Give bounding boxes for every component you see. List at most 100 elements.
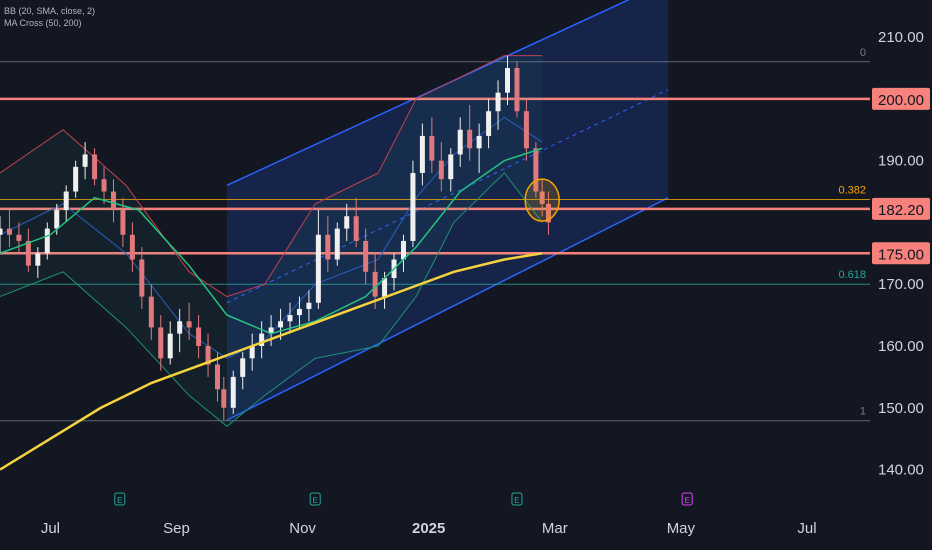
earnings-marker-0[interactable]	[114, 492, 126, 506]
candle-24[interactable]	[221, 389, 227, 408]
candle-12[interactable]	[110, 191, 116, 211]
fib-label-0: 0	[860, 47, 866, 59]
candle-23[interactable]	[215, 364, 220, 390]
candle-30[interactable]	[278, 321, 284, 328]
level-tag-1[interactable]	[872, 197, 930, 220]
time-axis: Jul Sep Nov 2025 Mar May Jul	[41, 520, 817, 537]
candle-18[interactable]	[167, 333, 173, 359]
candle-19[interactable]	[177, 321, 183, 334]
earnings-label-0: E	[117, 496, 122, 505]
earnings-marker-3[interactable]	[681, 492, 693, 506]
candle-38[interactable]	[353, 216, 359, 241]
candle-8[interactable]	[73, 166, 79, 192]
candle-39[interactable]	[363, 240, 369, 272]
fib-label-1: 0.382	[838, 185, 866, 197]
candle-56[interactable]	[523, 111, 529, 149]
candle-46[interactable]	[429, 135, 435, 161]
candle-15[interactable]	[139, 259, 145, 297]
earnings-label-1: E	[313, 496, 318, 505]
candle-32[interactable]	[296, 308, 302, 316]
candle-1[interactable]	[6, 228, 12, 235]
price-tick-5: 140.00	[878, 462, 924, 479]
moving-averages	[0, 147, 543, 471]
candle-17[interactable]	[158, 327, 164, 359]
candle-34[interactable]	[315, 234, 321, 303]
candle-33[interactable]	[306, 302, 312, 309]
channel-lower-line[interactable]	[226, 197, 669, 421]
candle-58[interactable]	[539, 191, 545, 204]
candle-21[interactable]	[196, 327, 202, 346]
candle-59[interactable]	[545, 203, 551, 223]
price-tick-2: 170.00	[878, 276, 924, 293]
candle-28[interactable]	[259, 333, 265, 346]
level-tag-label-1: 182.20	[878, 202, 924, 219]
candle-0[interactable]	[0, 228, 3, 235]
price-tick-4: 150.00	[878, 400, 924, 417]
time-tick-4: Mar	[542, 520, 568, 537]
candle-53[interactable]	[495, 92, 501, 112]
candle-51[interactable]	[476, 135, 482, 149]
candle-7[interactable]	[63, 191, 69, 211]
candle-14[interactable]	[129, 234, 135, 260]
bb-upper-line[interactable]	[0, 55, 543, 298]
time-tick-5: May	[667, 520, 696, 537]
price-tick-3: 160.00	[878, 338, 924, 355]
candle-44[interactable]	[410, 172, 416, 241]
candle-35[interactable]	[325, 234, 331, 260]
level-tag-0[interactable]	[872, 87, 930, 110]
fib-label-2: 0.618	[838, 269, 866, 281]
earnings-marker-1[interactable]	[309, 492, 321, 506]
candle-47[interactable]	[438, 160, 444, 180]
level-tag-label-0: 200.00	[878, 92, 924, 109]
candle-16[interactable]	[148, 296, 154, 328]
candle-20[interactable]	[186, 321, 192, 328]
level-tag-label-2: 175.00	[878, 246, 924, 263]
candle-49[interactable]	[457, 129, 463, 155]
candle-10[interactable]	[92, 154, 98, 180]
candle-52[interactable]	[486, 111, 492, 136]
price-tick-1: 190.00	[878, 153, 924, 170]
candle-45[interactable]	[419, 135, 425, 173]
legend-bb[interactable]: BB (20, SMA, close, 2)	[4, 6, 96, 16]
candle-5[interactable]	[44, 228, 50, 254]
candle-11[interactable]	[101, 179, 107, 192]
earnings-marker-2[interactable]	[511, 492, 523, 506]
candle-9[interactable]	[82, 154, 88, 167]
candle-2[interactable]	[16, 234, 22, 241]
ma200-line[interactable]	[0, 252, 543, 471]
candle-36[interactable]	[334, 228, 340, 260]
candle-25[interactable]	[230, 376, 236, 408]
candle-41[interactable]	[382, 278, 388, 297]
candle-26[interactable]	[240, 358, 246, 377]
level-tag-2[interactable]	[872, 242, 930, 265]
earnings-label-3: E	[685, 496, 690, 505]
candle-37[interactable]	[344, 216, 350, 229]
indicator-legend: BB (20, SMA, close, 2) MA Cross (50, 200…	[4, 5, 95, 29]
ma50-line[interactable]	[0, 147, 543, 335]
channel-mid-line	[226, 89, 669, 304]
legend-ma-cross[interactable]: MA Cross (50, 200)	[4, 18, 82, 28]
candle-6[interactable]	[54, 210, 60, 229]
candle-22[interactable]	[205, 345, 211, 365]
bb-lower-line[interactable]	[0, 172, 543, 427]
candle-50[interactable]	[467, 129, 473, 149]
candle-55[interactable]	[514, 67, 520, 112]
candle-13[interactable]	[120, 210, 126, 235]
time-tick-6: Jul	[797, 520, 816, 537]
candle-27[interactable]	[249, 345, 255, 359]
candle-54[interactable]	[505, 67, 510, 93]
candle-57[interactable]	[533, 148, 539, 192]
candle-48[interactable]	[448, 154, 454, 180]
candle-43[interactable]	[400, 240, 406, 260]
time-tick-3: 2025	[412, 520, 445, 537]
candle-31[interactable]	[287, 315, 293, 322]
candle-29[interactable]	[268, 327, 274, 334]
highlight-circle[interactable]	[524, 178, 560, 222]
horizontal-levels: 0 0.382 0.618 1	[0, 47, 870, 422]
bb-fill	[0, 55, 543, 427]
candle-4[interactable]	[35, 253, 41, 266]
candle-3[interactable]	[25, 240, 31, 266]
candle-40[interactable]	[372, 271, 378, 297]
